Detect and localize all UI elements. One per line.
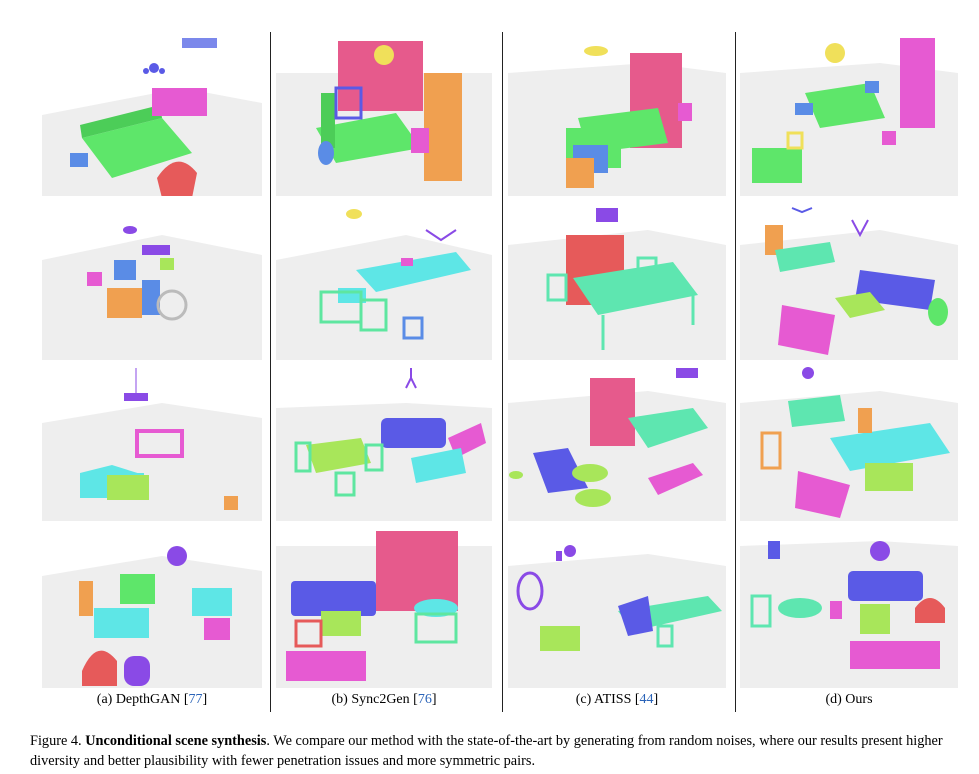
caption-label: (a) DepthGAN [ (96, 692, 189, 707)
atiss-scene-1 (508, 33, 726, 196)
caption-bracket: ] (653, 692, 659, 707)
atiss-scene-2 (508, 200, 726, 360)
sync2gen-scene-2 (276, 200, 492, 360)
depthgan-scene-4 (42, 526, 262, 688)
column-caption-sync2gen: (b) Sync2Gen [76] (276, 692, 492, 708)
atiss-scene-4 (508, 526, 726, 688)
column-caption-atiss: (c) ATISS [44] (508, 692, 726, 708)
caption-bracket: ] (431, 692, 437, 707)
figure-caption: Figure 4. Unconditional scene synthesis.… (30, 731, 970, 771)
sync2gen-scene-1 (276, 33, 492, 196)
column-divider (502, 32, 503, 712)
caption-label: (d) Ours (825, 692, 873, 707)
figure-number: Figure 4. (30, 733, 86, 749)
depthgan-scene-1 (42, 33, 262, 196)
caption-label: (c) ATISS [ (575, 692, 640, 707)
caption-bracket: ] (202, 692, 208, 707)
citation-link[interactable]: 77 (188, 692, 203, 707)
column-caption-ours: (d) Ours (740, 692, 958, 708)
ours-scene-4 (740, 526, 958, 688)
column-caption-depthgan: (a) DepthGAN [77] (42, 692, 262, 708)
ours-scene-2 (740, 200, 958, 360)
ours-scene-3 (740, 363, 958, 521)
sync2gen-scene-4 (276, 526, 492, 688)
atiss-scene-3 (508, 363, 726, 521)
sync2gen-scene-3 (276, 363, 492, 521)
column-divider (270, 32, 271, 712)
column-divider (735, 32, 736, 712)
depthgan-scene-3 (42, 363, 262, 521)
citation-link[interactable]: 76 (417, 692, 432, 707)
ours-scene-1 (740, 33, 958, 196)
depthgan-scene-2 (42, 200, 262, 360)
figure-description: . We compare our method with the state-o… (30, 733, 943, 769)
citation-link[interactable]: 44 (639, 692, 654, 707)
figure-title: Unconditional scene synthesis (85, 733, 267, 749)
figure-grid: (a) DepthGAN [77] (b) Sync2Gen [76] (c) … (42, 32, 958, 712)
caption-label: (b) Sync2Gen [ (331, 692, 418, 707)
